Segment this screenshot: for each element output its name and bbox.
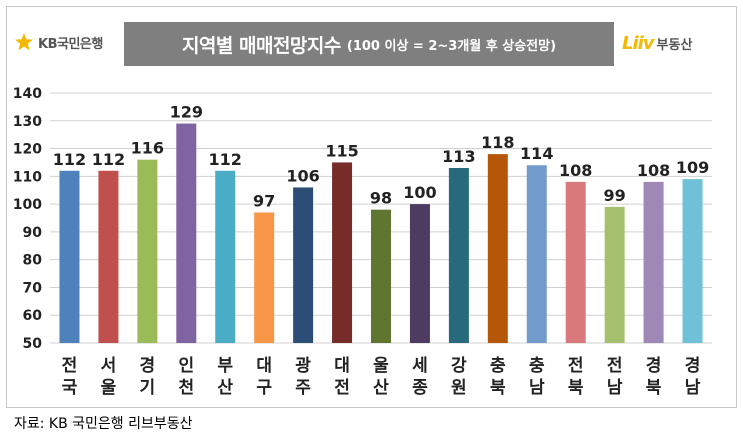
x-tick-label: 남 — [529, 378, 545, 398]
x-tick-label: 충 — [529, 356, 545, 376]
x-tick-label: 세 — [412, 356, 428, 376]
x-tick-label: 전 — [607, 356, 623, 376]
x-tick-label: 북 — [490, 378, 506, 398]
bar — [371, 209, 391, 343]
y-tick-label: 100 — [13, 197, 42, 213]
chart-title: 지역별 매매전망지수 (100 이상 = 2~3개월 후 상승전망) — [124, 22, 614, 66]
x-tick-label: 강 — [451, 356, 467, 376]
bar — [487, 154, 508, 343]
x-tick-label: 산 — [217, 378, 233, 398]
bar — [604, 206, 625, 343]
bar — [682, 179, 703, 343]
x-tick-label: 남 — [607, 378, 623, 398]
data-label: 114 — [520, 144, 553, 163]
bar — [332, 162, 353, 343]
x-tick-label: 경 — [140, 356, 156, 376]
x-tick-label: 주 — [295, 378, 311, 398]
x-tick-label: 산 — [373, 378, 389, 398]
liiv-wordmark: Liiv — [622, 32, 655, 54]
y-tick-label: 70 — [23, 280, 43, 296]
data-label: 97 — [253, 191, 275, 210]
x-tick-label: 울 — [101, 378, 117, 398]
x-tick-label: 남 — [685, 378, 701, 398]
bar — [409, 204, 430, 343]
data-label: 108 — [559, 161, 592, 180]
data-label: 113 — [442, 147, 475, 166]
data-label: 100 — [403, 183, 436, 202]
kb-logo: KB국민은행 — [14, 30, 103, 54]
data-label: 112 — [92, 150, 125, 169]
x-tick-label: 대 — [334, 356, 350, 376]
bar — [643, 181, 664, 343]
liiv-brand-text: 부동산 — [656, 37, 693, 53]
kb-star-icon — [15, 33, 33, 51]
x-tick-label: 전 — [334, 378, 350, 398]
data-label: 99 — [604, 186, 626, 205]
data-label: 129 — [170, 103, 203, 122]
data-label: 115 — [325, 141, 358, 160]
x-tick-label: 서 — [101, 356, 117, 376]
y-tick-label: 50 — [23, 336, 43, 352]
x-tick-label: 대 — [256, 356, 272, 376]
y-tick-label: 130 — [13, 114, 42, 130]
liiv-logo: Liiv 부동산 — [622, 31, 692, 55]
x-tick-label: 전 — [62, 356, 78, 376]
bar — [293, 187, 314, 343]
bar — [59, 170, 80, 343]
x-tick-label: 국 — [62, 378, 78, 398]
x-tick-label: 종 — [412, 378, 428, 398]
bar — [215, 170, 236, 343]
x-tick-label: 울 — [373, 356, 389, 376]
x-tick-label: 원 — [451, 378, 467, 398]
bar — [565, 181, 586, 343]
bar — [526, 165, 547, 343]
data-label: 98 — [370, 189, 392, 208]
data-label: 109 — [676, 158, 709, 177]
data-label: 112 — [53, 150, 86, 169]
x-tick-label: 경 — [685, 356, 701, 376]
x-tick-label: 북 — [568, 378, 584, 398]
x-tick-label: 북 — [646, 378, 662, 398]
bar — [254, 212, 275, 343]
y-tick-label: 140 — [13, 86, 42, 102]
x-tick-label: 충 — [490, 356, 506, 376]
x-tick-label: 천 — [178, 378, 194, 398]
bar — [448, 168, 469, 343]
y-tick-label: 90 — [23, 225, 43, 241]
bar — [137, 159, 158, 343]
bar — [98, 170, 119, 343]
chart-title-note: (100 이상 = 2~3개월 후 상승전망) — [346, 38, 557, 54]
data-label: 108 — [637, 161, 670, 180]
kb-brand-text: KB국민은행 — [38, 36, 103, 52]
chart-title-main: 지역별 매매전망지수 — [181, 34, 341, 57]
data-label: 116 — [131, 139, 164, 158]
y-tick-label: 110 — [13, 169, 42, 185]
data-label: 118 — [481, 133, 514, 152]
x-tick-label: 인 — [178, 356, 194, 376]
data-label: 106 — [286, 166, 319, 185]
bar — [176, 123, 197, 343]
x-tick-label: 기 — [140, 378, 156, 398]
y-tick-label: 80 — [23, 253, 43, 269]
x-tick-label: 광 — [295, 356, 311, 376]
data-label: 112 — [209, 150, 242, 169]
x-tick-label: 부 — [217, 356, 233, 376]
x-tick-label: 전 — [568, 356, 584, 376]
source-note: 자료: KB 국민은행 리브부동산 — [14, 416, 193, 432]
x-tick-label: 경 — [646, 356, 662, 376]
x-tick-label: 구 — [256, 378, 272, 398]
y-tick-label: 60 — [23, 308, 43, 324]
y-tick-label: 120 — [13, 142, 42, 158]
